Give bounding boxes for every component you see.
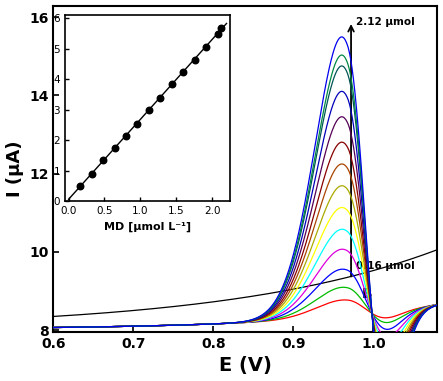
X-axis label: E (V): E (V) xyxy=(219,357,272,375)
Y-axis label: I (μA): I (μA) xyxy=(6,141,23,197)
Text: B: B xyxy=(361,287,372,301)
Text: 0.16 μmol: 0.16 μmol xyxy=(356,261,415,271)
Text: 2.12 μmol: 2.12 μmol xyxy=(356,17,415,27)
